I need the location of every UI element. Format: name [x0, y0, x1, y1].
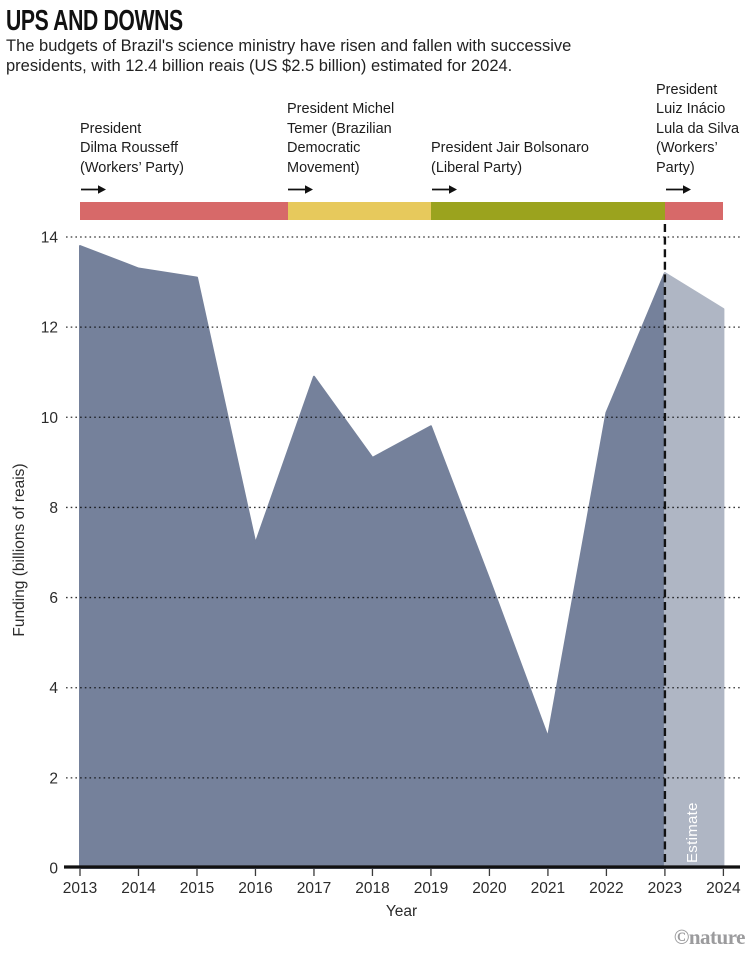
presidency-segment-1 — [287, 202, 431, 220]
president-label-bolsonaro: President Jair Bolsonaro (Liberal Party) — [431, 140, 589, 176]
x-tick-label: 2015 — [180, 880, 214, 897]
x-tick-label: 2024 — [706, 880, 741, 897]
x-tick-label: 2023 — [648, 880, 682, 897]
funding-area — [79, 245, 666, 869]
y-tick-label: 0 — [49, 861, 58, 878]
x-axis-title: Year — [385, 903, 418, 920]
x-tick-label: 2021 — [531, 880, 565, 897]
y-tick-label: 4 — [49, 680, 58, 697]
x-tick-label: 2020 — [472, 880, 507, 897]
presidency-segment-3 — [664, 202, 724, 220]
arrow-right-icon — [81, 185, 106, 194]
y-tick-label: 6 — [49, 590, 58, 607]
x-tick-label: 2019 — [414, 880, 448, 897]
presidency-segment-0 — [80, 202, 288, 220]
presidency-segment-2 — [430, 202, 665, 220]
president-label-rousseff: President Dilma Rousseff (Workers’ Party… — [80, 120, 184, 176]
estimate-area — [663, 272, 725, 869]
x-tick-label: 2017 — [297, 880, 331, 897]
y-axis-title: Funding (billions of reais) — [11, 463, 28, 637]
y-tick-label: 8 — [49, 500, 58, 517]
x-tick-label: 2016 — [238, 880, 272, 897]
figure-title: UPS AND DOWNS — [6, 5, 183, 37]
figure-subtitle: The budgets of Brazil's science ministry… — [6, 37, 572, 75]
presidency-timeline-bar — [80, 202, 724, 220]
x-tick-label: 2022 — [589, 880, 623, 897]
y-tick-label: 12 — [41, 320, 58, 337]
y-tick-label: 2 — [49, 770, 58, 787]
y-tick-label: 14 — [41, 230, 59, 247]
president-label-temer: President Michel Temer (Brazilian Democr… — [287, 101, 395, 176]
x-tick-label: 2013 — [63, 880, 97, 897]
funding-area-chart: 0 2 4 6 8 10 12 14 2013 2014 2015 2016 2017 2018 2019 2… — [41, 224, 742, 897]
nature-credit: ©nature — [673, 925, 746, 949]
president-label-lula: President Luiz Inácio Lula da Silva (Wor… — [656, 81, 740, 176]
y-tick-label: 10 — [41, 410, 59, 427]
arrow-right-icon — [666, 185, 691, 194]
arrow-right-icon — [432, 185, 457, 194]
estimate-label: Estimate — [684, 802, 701, 863]
x-tick-label: 2018 — [355, 880, 389, 897]
x-tick-label: 2014 — [121, 880, 156, 897]
arrow-right-icon — [288, 185, 313, 194]
